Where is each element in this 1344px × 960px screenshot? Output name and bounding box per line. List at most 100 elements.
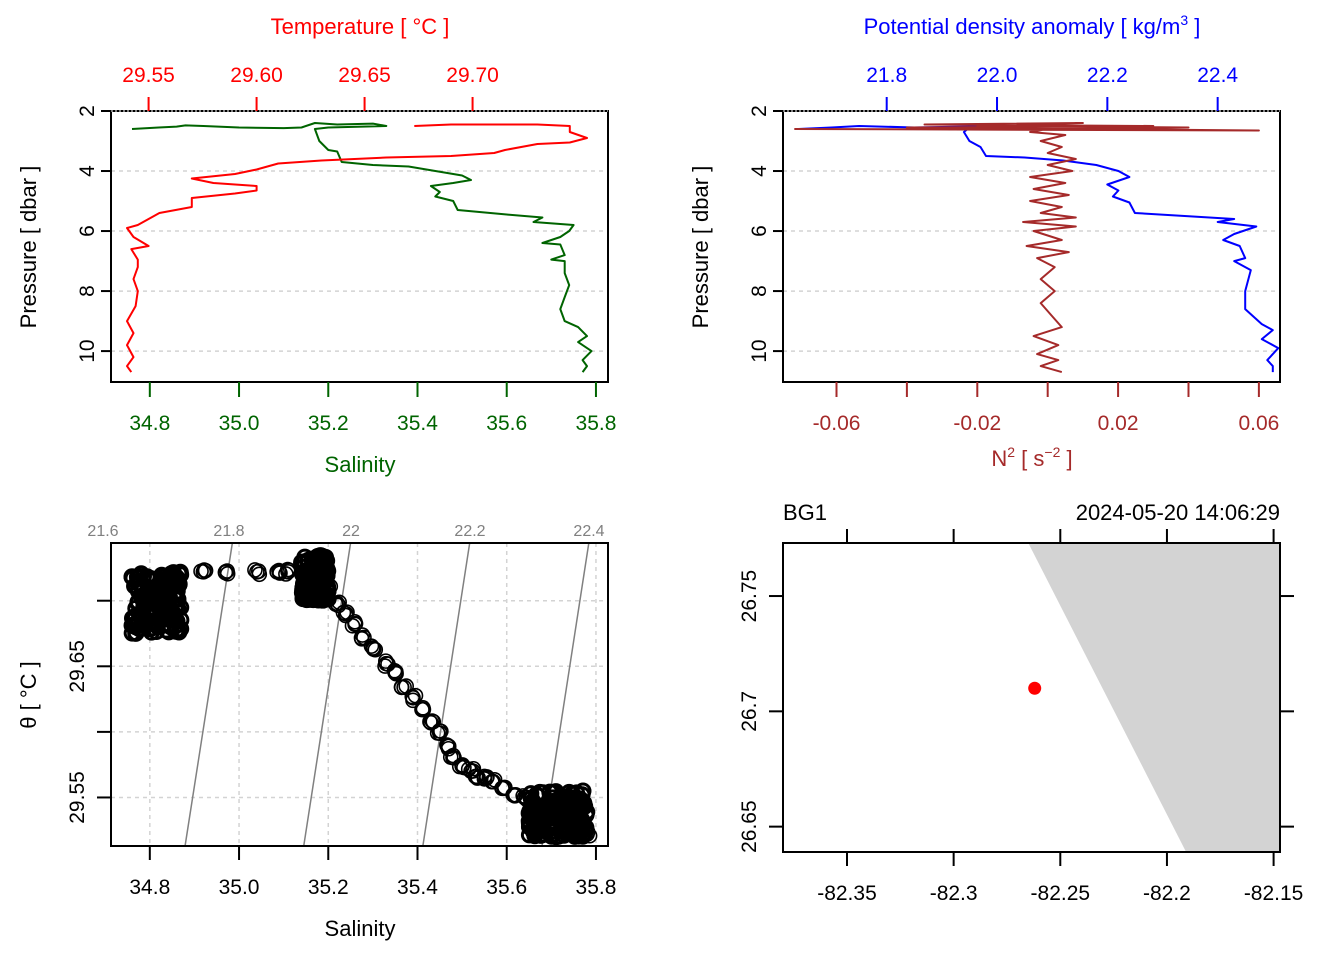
y-tick-label: 29.65 [66,640,89,693]
series-line-potential-density-anomaly [798,125,1280,373]
ts-point [465,760,482,777]
ts-point [170,564,188,582]
ts-point [272,565,288,581]
ts-point [367,641,384,658]
ts-point [407,687,424,704]
ts-point [388,665,404,682]
ts-point [193,563,209,580]
p1-y-axis-title: Pressure [ dbar ] [16,166,41,329]
p4-station-name: BG1 [783,500,827,525]
isopycnal-label: 21.6 [87,523,118,540]
p4-timestamp: 2024-05-20 14:06:29 [1076,500,1280,525]
p2-unit-sup: −2 [1044,444,1060,460]
p2-n-sup: 2 [1007,444,1015,460]
ts-point [431,723,448,739]
x-tick-label: 35.0 [219,876,260,899]
x-tick-label: -82.15 [1244,882,1304,905]
top-tick-label: 22.2 [1087,64,1128,87]
ts-point [347,615,364,632]
top-tick-label: 29.65 [338,64,391,87]
p2-n-label: N [991,446,1007,471]
series-line-temperature [126,123,588,373]
ts-point [138,568,156,586]
ts-point [123,616,141,634]
bottom-tick-label: 35.6 [486,412,527,435]
p1-bottom-axis-title: Salinity [325,452,396,477]
p2-top-axis-close: ] [1188,14,1200,39]
isopycnal-line [184,542,234,847]
y-tick-label: 26.7 [738,691,761,732]
ts-point [318,577,335,594]
ts-point [142,613,160,631]
ts-point [525,802,543,820]
ts-point [217,564,234,581]
bottom-tick-label: 35.0 [219,412,260,435]
x-tick-label: 35.2 [308,876,349,899]
p2-y-axis-title: Pressure [ dbar ] [688,166,713,329]
ts-point [393,679,410,696]
p2-axes: 2 4 6 8 10 21.8 22.0 22.2 22.4 -0.06 -0.02 0.02 0.06 [748,64,1279,435]
top-tick-label: 29.55 [122,64,175,87]
p1-frame [110,110,609,383]
ts-point [123,624,141,642]
panel-ts-diagram: 34.8 35.0 35.2 35.4 35.6 35.8 29.55 29.65 21.6 21… [16,523,616,941]
p3-points [123,547,598,846]
series-line-salinity [131,122,593,373]
top-tick-label: 29.60 [230,64,283,87]
p2-top-axis-title-main: Potential density anomaly [ kg/m [864,14,1181,39]
ts-point [470,769,486,786]
y-tick-label: 10 [748,339,771,362]
bottom-tick-label: 34.8 [129,412,170,435]
isopycnal-line [422,542,471,847]
ts-point [166,617,184,635]
x-tick-label: -82.35 [817,882,877,905]
ts-point [429,725,446,741]
p3-axes: 34.8 35.0 35.2 35.4 35.6 35.8 29.55 29.65 21.6 21… [66,523,616,899]
y-tick-label: 4 [76,165,99,177]
p2-lines [794,122,1280,374]
y-tick-label: 6 [748,225,771,237]
p1-lines [126,122,593,373]
ts-point [167,574,185,592]
bottom-tick-label: 0.06 [1238,412,1279,435]
ts-point [543,806,560,823]
ts-point [415,700,431,716]
isopycnal-label: 22.4 [573,523,604,540]
x-tick-label: 34.8 [129,876,170,899]
x-tick-label: -82.25 [1031,882,1091,905]
y-tick-label: 4 [748,165,771,177]
x-tick-label: -82.2 [1143,882,1191,905]
p4-axes: -82.35 -82.3 -82.25 -82.2 -82.15 26.65 26.7 26.… [738,529,1303,905]
bottom-tick-label: 35.8 [576,412,617,435]
ts-point [377,653,394,669]
p4-frame [782,542,1281,853]
bottom-tick-label: 0.02 [1098,412,1139,435]
ts-point [363,638,380,654]
top-tick-label: 21.8 [866,64,907,87]
p2-bottom-axis-title: N2 [ s−2 ] [991,444,1072,471]
isopycnal-line [302,542,352,847]
ts-point [386,662,403,679]
x-tick-label: 35.6 [486,876,527,899]
p1-grid [111,170,608,352]
ts-point [335,604,352,621]
panel-density-n2-profile: 2 4 6 8 10 21.8 22.0 22.2 22.4 -0.06 -0.02 0.02 0.06… [688,12,1281,471]
y-tick-label: 26.65 [738,800,761,853]
p1-top-axis-title: Temperature [ °C ] [271,14,450,39]
ts-point [468,768,485,785]
top-tick-label: 22.0 [977,64,1018,87]
ts-point [297,590,315,608]
isopycnal-label: 21.8 [213,523,244,540]
y-tick-label: 10 [76,339,99,362]
ts-point [476,771,493,787]
ts-point [579,824,596,840]
ts-point [281,562,297,578]
y-tick-label: 26.75 [738,570,761,623]
p3-y-axis-title: θ [ °C ] [16,661,41,728]
panel-station-map: -82.35 -82.3 -82.25 -82.2 -82.15 26.65 26.7 26.… [738,500,1303,905]
ts-point [250,563,267,580]
ts-point [571,824,588,841]
y-tick-label: 29.55 [66,771,89,824]
y-tick-label: 2 [76,105,99,117]
